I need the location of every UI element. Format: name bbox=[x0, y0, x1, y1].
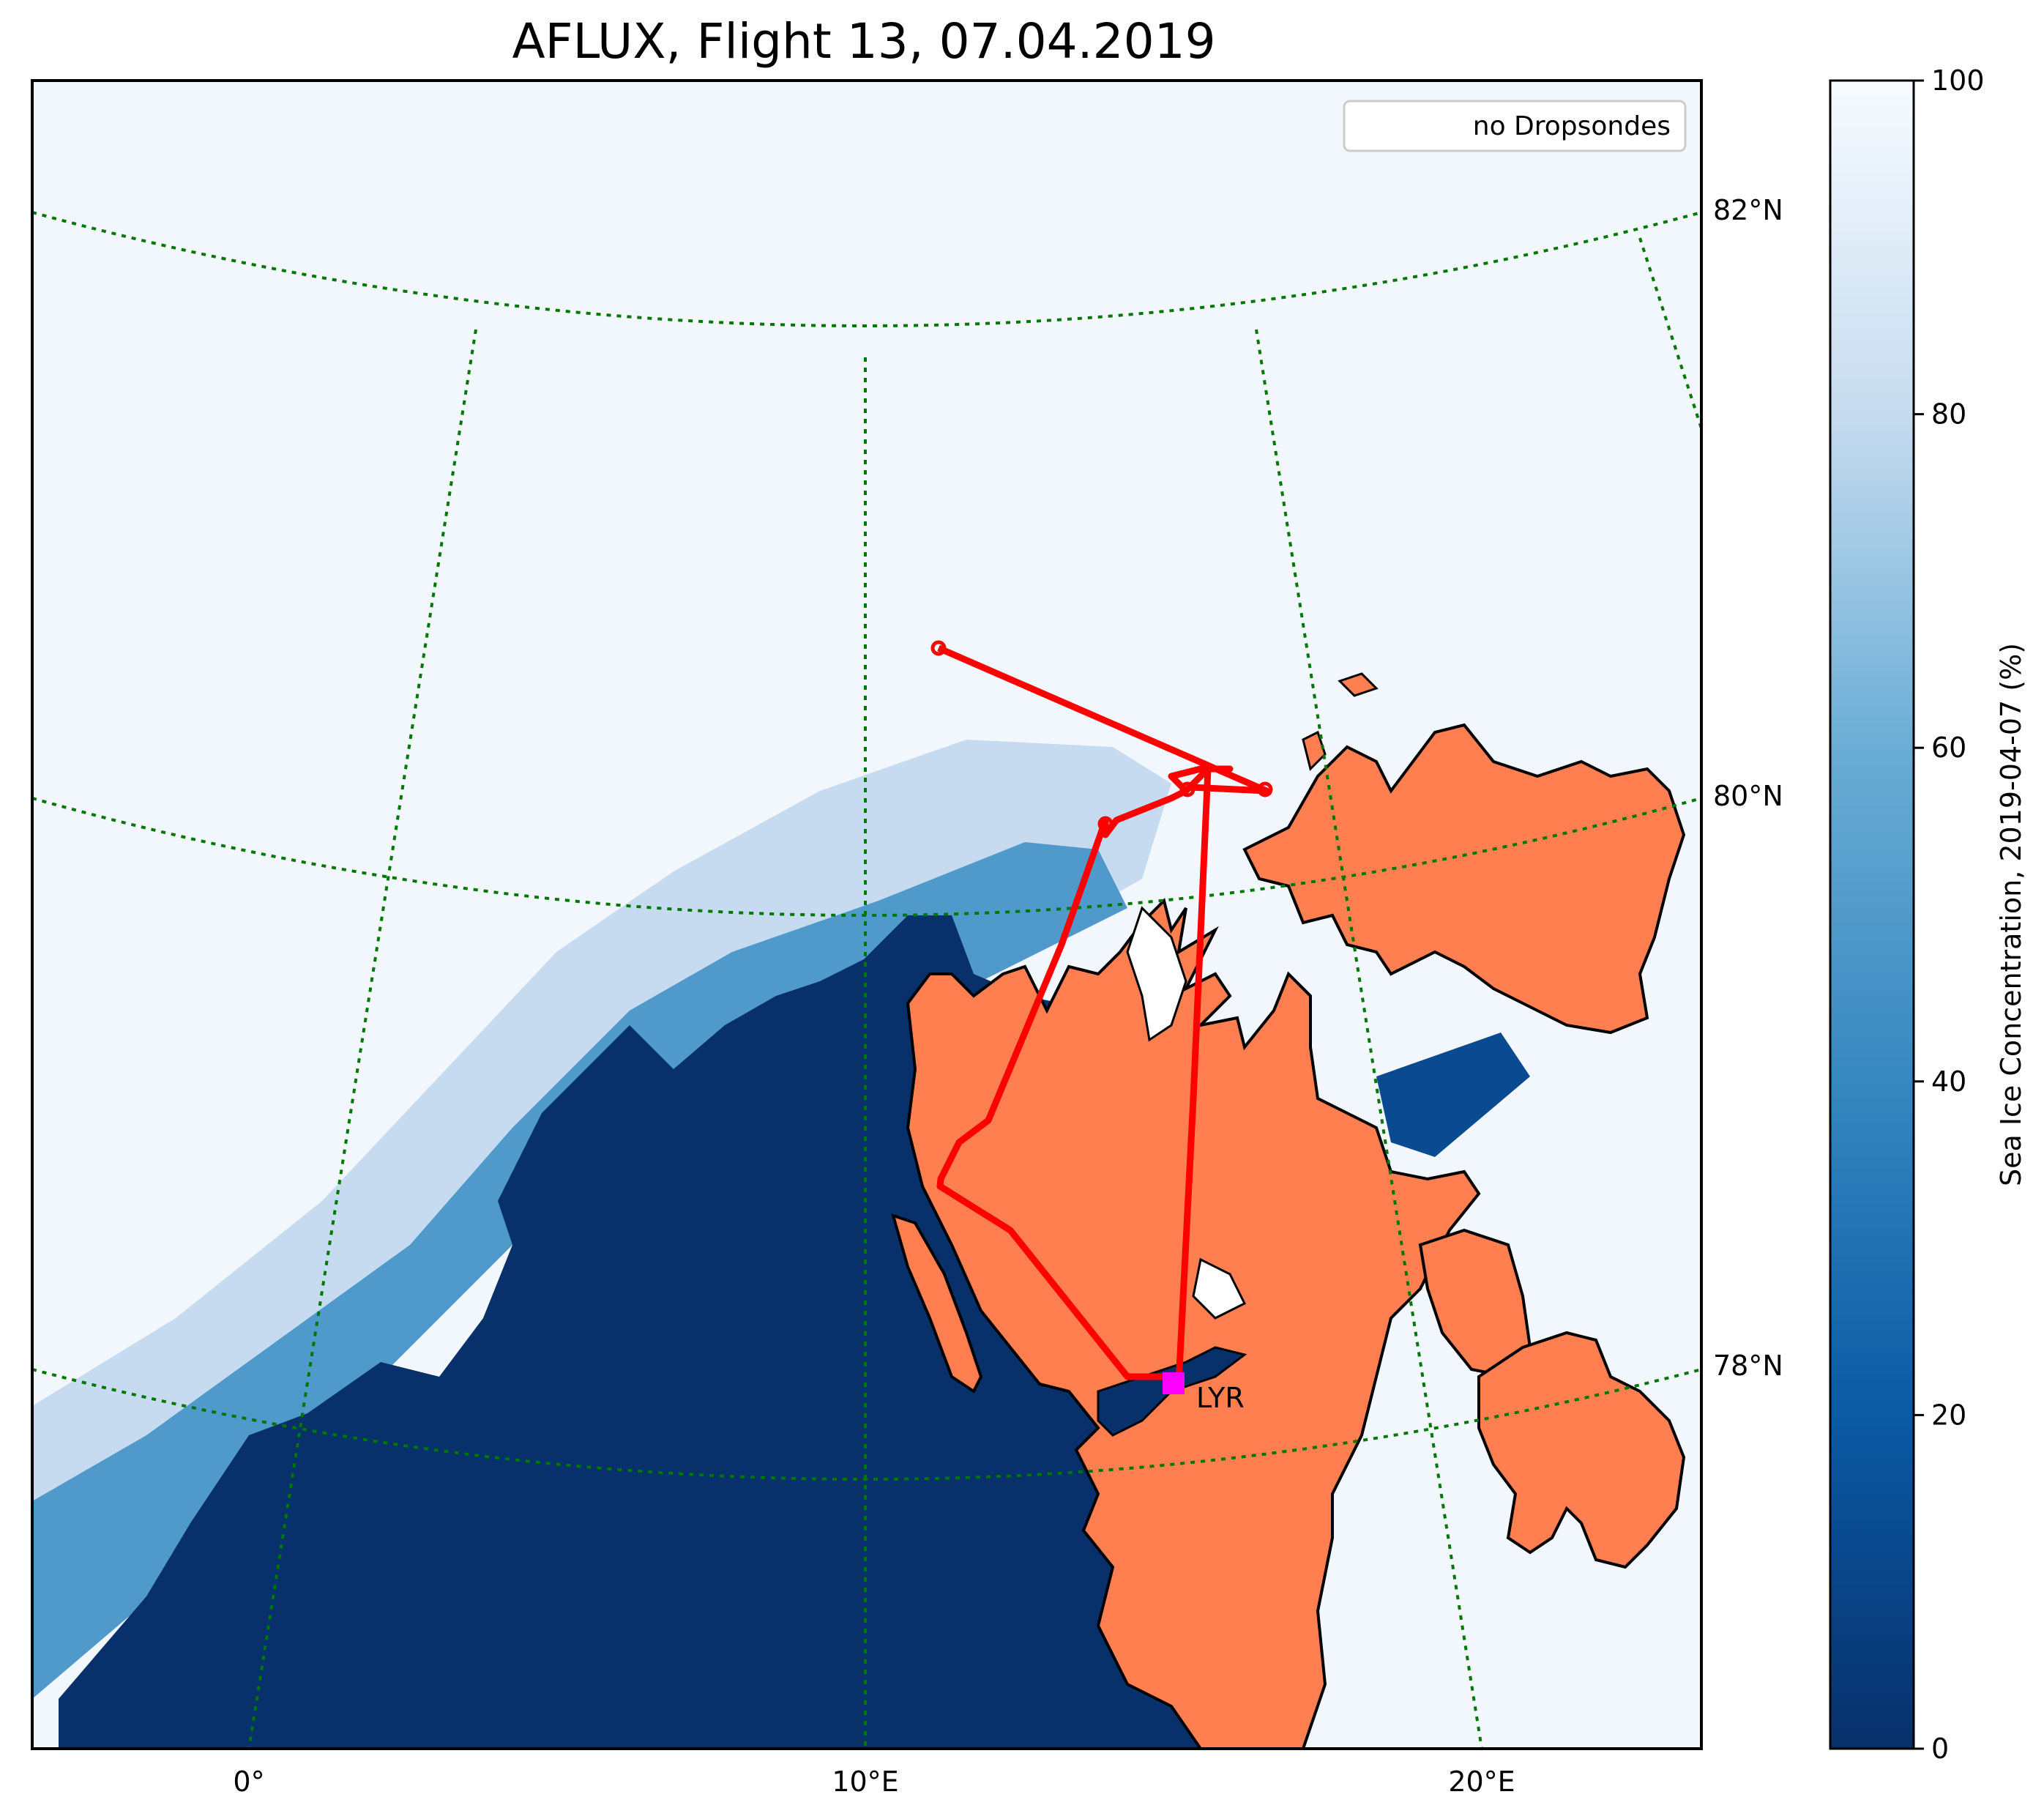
colorbar-tick-label: 0 bbox=[1931, 1733, 1949, 1765]
track-turn-marker bbox=[1097, 816, 1114, 832]
lyr-marker bbox=[1163, 1372, 1185, 1394]
colorbar bbox=[1829, 79, 1915, 1750]
map-frame bbox=[31, 79, 1703, 1750]
land-prins-karls-forland bbox=[891, 1213, 983, 1394]
legend-box bbox=[1343, 100, 1687, 152]
colorbar-tick-label: 100 bbox=[1931, 64, 1985, 97]
parallel-label-82n: 82°N bbox=[1713, 194, 1783, 226]
meridian-0 bbox=[247, 329, 477, 1749]
colorbar-tick-label: 40 bbox=[1931, 1065, 1966, 1098]
parallel-82n bbox=[32, 211, 1701, 327]
meridian-label-0: 0° bbox=[233, 1766, 264, 1798]
colorbar-tick-label: 60 bbox=[1931, 732, 1966, 764]
colorbar-label: Sea Ice Concentration, 2019-04-07 (%) bbox=[1995, 643, 2027, 1186]
meridian-20e bbox=[1255, 329, 1483, 1749]
land-small-north-1 bbox=[1302, 730, 1327, 771]
colorbar-ticks: 0 20 40 60 80 100 bbox=[1914, 64, 1985, 1765]
parallel-label-80n: 80°N bbox=[1713, 780, 1783, 812]
meridian-30e bbox=[1638, 237, 1701, 429]
meridian-label-20e: 20°E bbox=[1448, 1766, 1515, 1798]
open-water-hinlopen bbox=[1376, 1033, 1530, 1157]
land-edgeoya bbox=[1477, 1331, 1686, 1569]
flight-track-return bbox=[1175, 768, 1212, 1385]
fjord-central bbox=[1192, 1257, 1247, 1320]
meridian-label-10e: 10°E bbox=[832, 1766, 898, 1798]
lyr-label: LYR bbox=[1196, 1382, 1245, 1414]
fjord-north bbox=[1126, 906, 1187, 1042]
land-small-north-2 bbox=[1338, 672, 1379, 697]
flight-track bbox=[936, 644, 1270, 1387]
track-turn-marker bbox=[930, 640, 947, 656]
parallel-label-78n: 78°N bbox=[1713, 1350, 1783, 1382]
track-turn-marker bbox=[1179, 781, 1196, 797]
track-turn-marker bbox=[1257, 781, 1273, 797]
colorbar-tick-label: 80 bbox=[1931, 398, 1966, 431]
colorbar-tick-label: 20 bbox=[1931, 1399, 1966, 1431]
ice-edge-low bbox=[32, 842, 1127, 1699]
land-nordaustlandet bbox=[1242, 723, 1686, 1035]
map-title: AFLUX, Flight 13, 07.04.2019 bbox=[512, 13, 1216, 70]
legend-entry: no Dropsondes bbox=[1473, 111, 1671, 141]
